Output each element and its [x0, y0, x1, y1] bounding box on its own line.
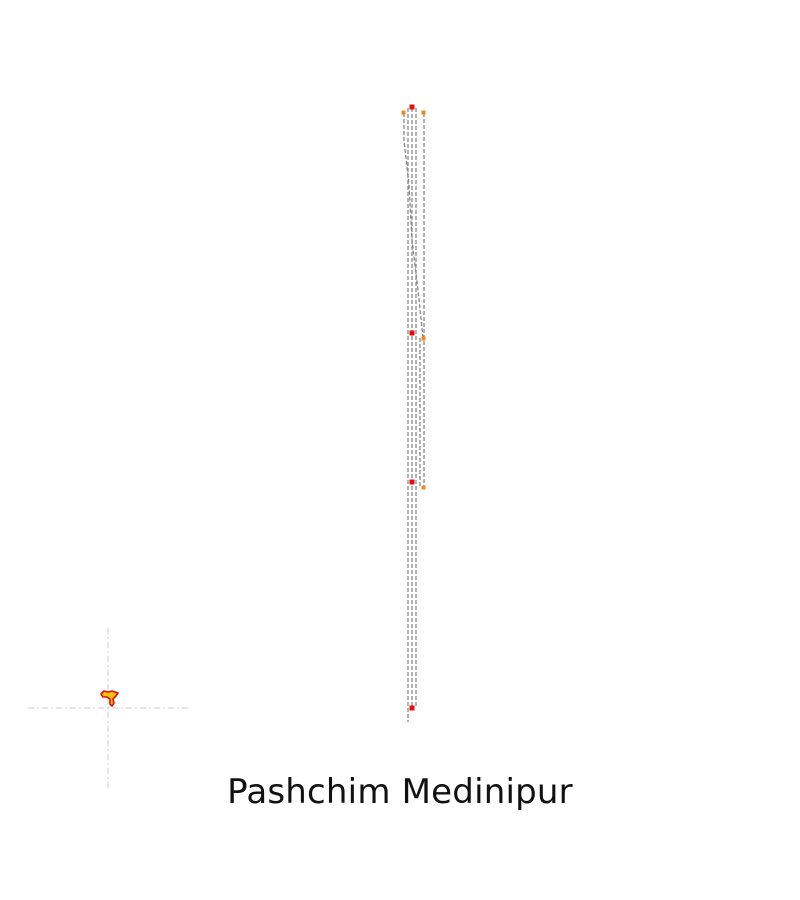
station-markers	[401, 104, 426, 711]
district-title: Pashchim Medinipur	[227, 772, 573, 812]
station-marker	[409, 705, 415, 711]
route-line	[403, 113, 424, 339]
locator-shape	[100, 690, 119, 707]
station-marker	[409, 104, 415, 110]
station-marker	[421, 485, 426, 490]
station-marker	[409, 330, 415, 336]
station-marker	[421, 110, 426, 115]
route-lines	[403, 108, 425, 722]
station-marker	[421, 336, 426, 341]
station-marker	[409, 479, 415, 485]
locator-inset	[28, 628, 188, 788]
station-marker	[401, 110, 406, 115]
